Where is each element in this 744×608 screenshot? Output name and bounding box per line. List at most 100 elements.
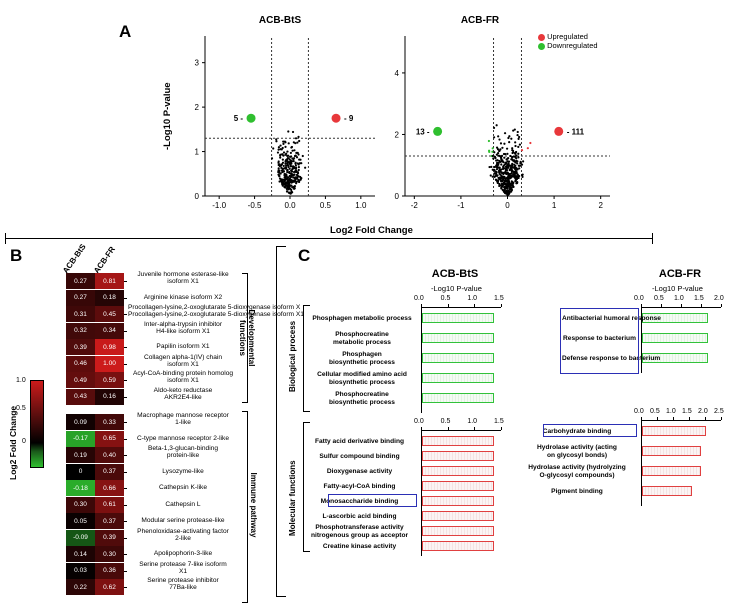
immune-gene-label: Cathepsin L (165, 500, 201, 508)
fr-mol-tick (641, 417, 642, 420)
volcano-point (526, 147, 529, 150)
volcano-point (288, 191, 291, 194)
volcano-point (507, 164, 510, 167)
volcano-fr-plot: -2 -1 0 1 2 0 2 4 13 - - 111 (395, 36, 610, 210)
fr-bio-highlight-box (560, 308, 639, 374)
volcano-point (290, 161, 293, 164)
volcano-point (272, 147, 275, 150)
volcano-bts-title: ACB-BtS (258, 15, 302, 26)
bts-bio-bar (422, 353, 494, 363)
volcano-point (278, 180, 281, 183)
colorbar-tick-05: 0.5 (16, 405, 26, 412)
bts-mol-bar-label: Monosaccharide binding (320, 497, 399, 505)
fr-mol-tick-label: 1.0 (666, 408, 676, 415)
volcano-point (287, 130, 290, 133)
volcano-point (495, 168, 499, 171)
volcano-point (501, 179, 504, 182)
up-count-marker (554, 126, 564, 136)
x-tick-label: 0 (505, 201, 510, 210)
volcano-point (279, 154, 282, 157)
volcano-point (517, 137, 520, 140)
volcano-point (297, 153, 300, 156)
bts-bio-tick (474, 304, 476, 307)
group-label-immune: Immune pathway (249, 472, 258, 538)
volcano-point (506, 152, 509, 155)
group-label-developmental: Developmental functions (238, 309, 256, 367)
x-tick-label: -2 (411, 201, 419, 210)
bts-bio-tick-label: 1.0 (467, 295, 478, 302)
fr-bio-bar (642, 353, 708, 363)
volcano-point (294, 164, 297, 167)
volcano-point (293, 149, 296, 152)
bts-bio-axis (421, 307, 501, 308)
significance-star: * (63, 429, 67, 439)
heatmap-cell-bts: 0.27 (66, 273, 95, 289)
bts-mol-bar-label: L-ascorbic acid binding (322, 512, 397, 520)
volcano-point (285, 174, 288, 178)
fr-bio-tick-label: 2.0 (714, 295, 724, 302)
volcano-point (495, 124, 498, 127)
volcano-point (511, 175, 515, 178)
volcano-point (503, 156, 506, 159)
volcano-point (492, 126, 496, 130)
volcano-point (282, 151, 286, 154)
volcano-point (286, 154, 289, 157)
bts-bio-bar-label: Phosphocreatine biosynthetic process (329, 391, 395, 406)
volcano-point (276, 151, 280, 154)
volcano-point (510, 189, 513, 192)
x-tick-label: -0.5 (248, 201, 262, 210)
colorbar-label: Log2 Fold Change (8, 405, 18, 480)
fr-bio-axis (641, 307, 721, 308)
volcano-point (297, 180, 301, 184)
volcano-point (497, 161, 500, 165)
volcano-point (493, 151, 496, 154)
fr-bio-bar (642, 313, 708, 323)
volcano-point (505, 167, 508, 170)
heatmap-cell-fr: 0.39 (95, 529, 124, 546)
volcano-point (297, 178, 300, 182)
volcano-point (493, 169, 496, 172)
significance-star: * (63, 512, 67, 521)
immune-gene-label: Phenoloxidase-activating factor 2-like (137, 527, 229, 542)
fr-mol-tick-label: 2.0 (698, 408, 708, 415)
heatmap-cell-bts: 0 (66, 463, 95, 480)
volcano-point (505, 176, 509, 180)
heatmap-cell-bts: 0.32 (66, 322, 95, 339)
volcano-point (292, 170, 296, 174)
x-tick-label: 1.0 (355, 201, 367, 210)
go-bts-title: ACB-BtS (431, 268, 479, 280)
significance-star: * (63, 545, 67, 554)
volcano-point (511, 164, 514, 167)
volcano-point (287, 178, 291, 181)
volcano-point (295, 156, 299, 159)
volcano-point (515, 157, 518, 160)
bts-mol-tick (447, 427, 449, 430)
volcano-point (292, 160, 295, 163)
heatmap-cell-bts: 0.31 (66, 306, 95, 322)
volcano-point (291, 179, 294, 183)
fr-mol-bar (642, 446, 702, 456)
volcano-point (291, 165, 294, 168)
volcano-point (287, 176, 290, 179)
volcano-point (490, 165, 493, 169)
volcano-point (487, 139, 491, 143)
volcano-point (500, 163, 503, 166)
volcano-point (284, 183, 287, 186)
volcano-point (509, 154, 512, 158)
volcano-point (297, 168, 300, 172)
fr-bio-tick-label: 0.5 (654, 295, 664, 302)
volcano-point (517, 145, 520, 148)
volcano-point (285, 158, 288, 161)
bts-mol-axis (421, 430, 501, 431)
up-count-label: - 111 (567, 127, 585, 136)
volcano-point (514, 180, 517, 183)
volcano-point (298, 139, 301, 143)
bts-mol-tick-label: 1.5 (494, 418, 504, 425)
row-tick (124, 504, 127, 506)
volcano-point (277, 160, 280, 163)
row-tick (124, 363, 127, 365)
immune-gene-label: C-type mannose receptor 2-like (137, 434, 229, 442)
volcano-point (291, 130, 295, 134)
volcano-point (510, 137, 513, 140)
volcano-point (285, 152, 288, 155)
